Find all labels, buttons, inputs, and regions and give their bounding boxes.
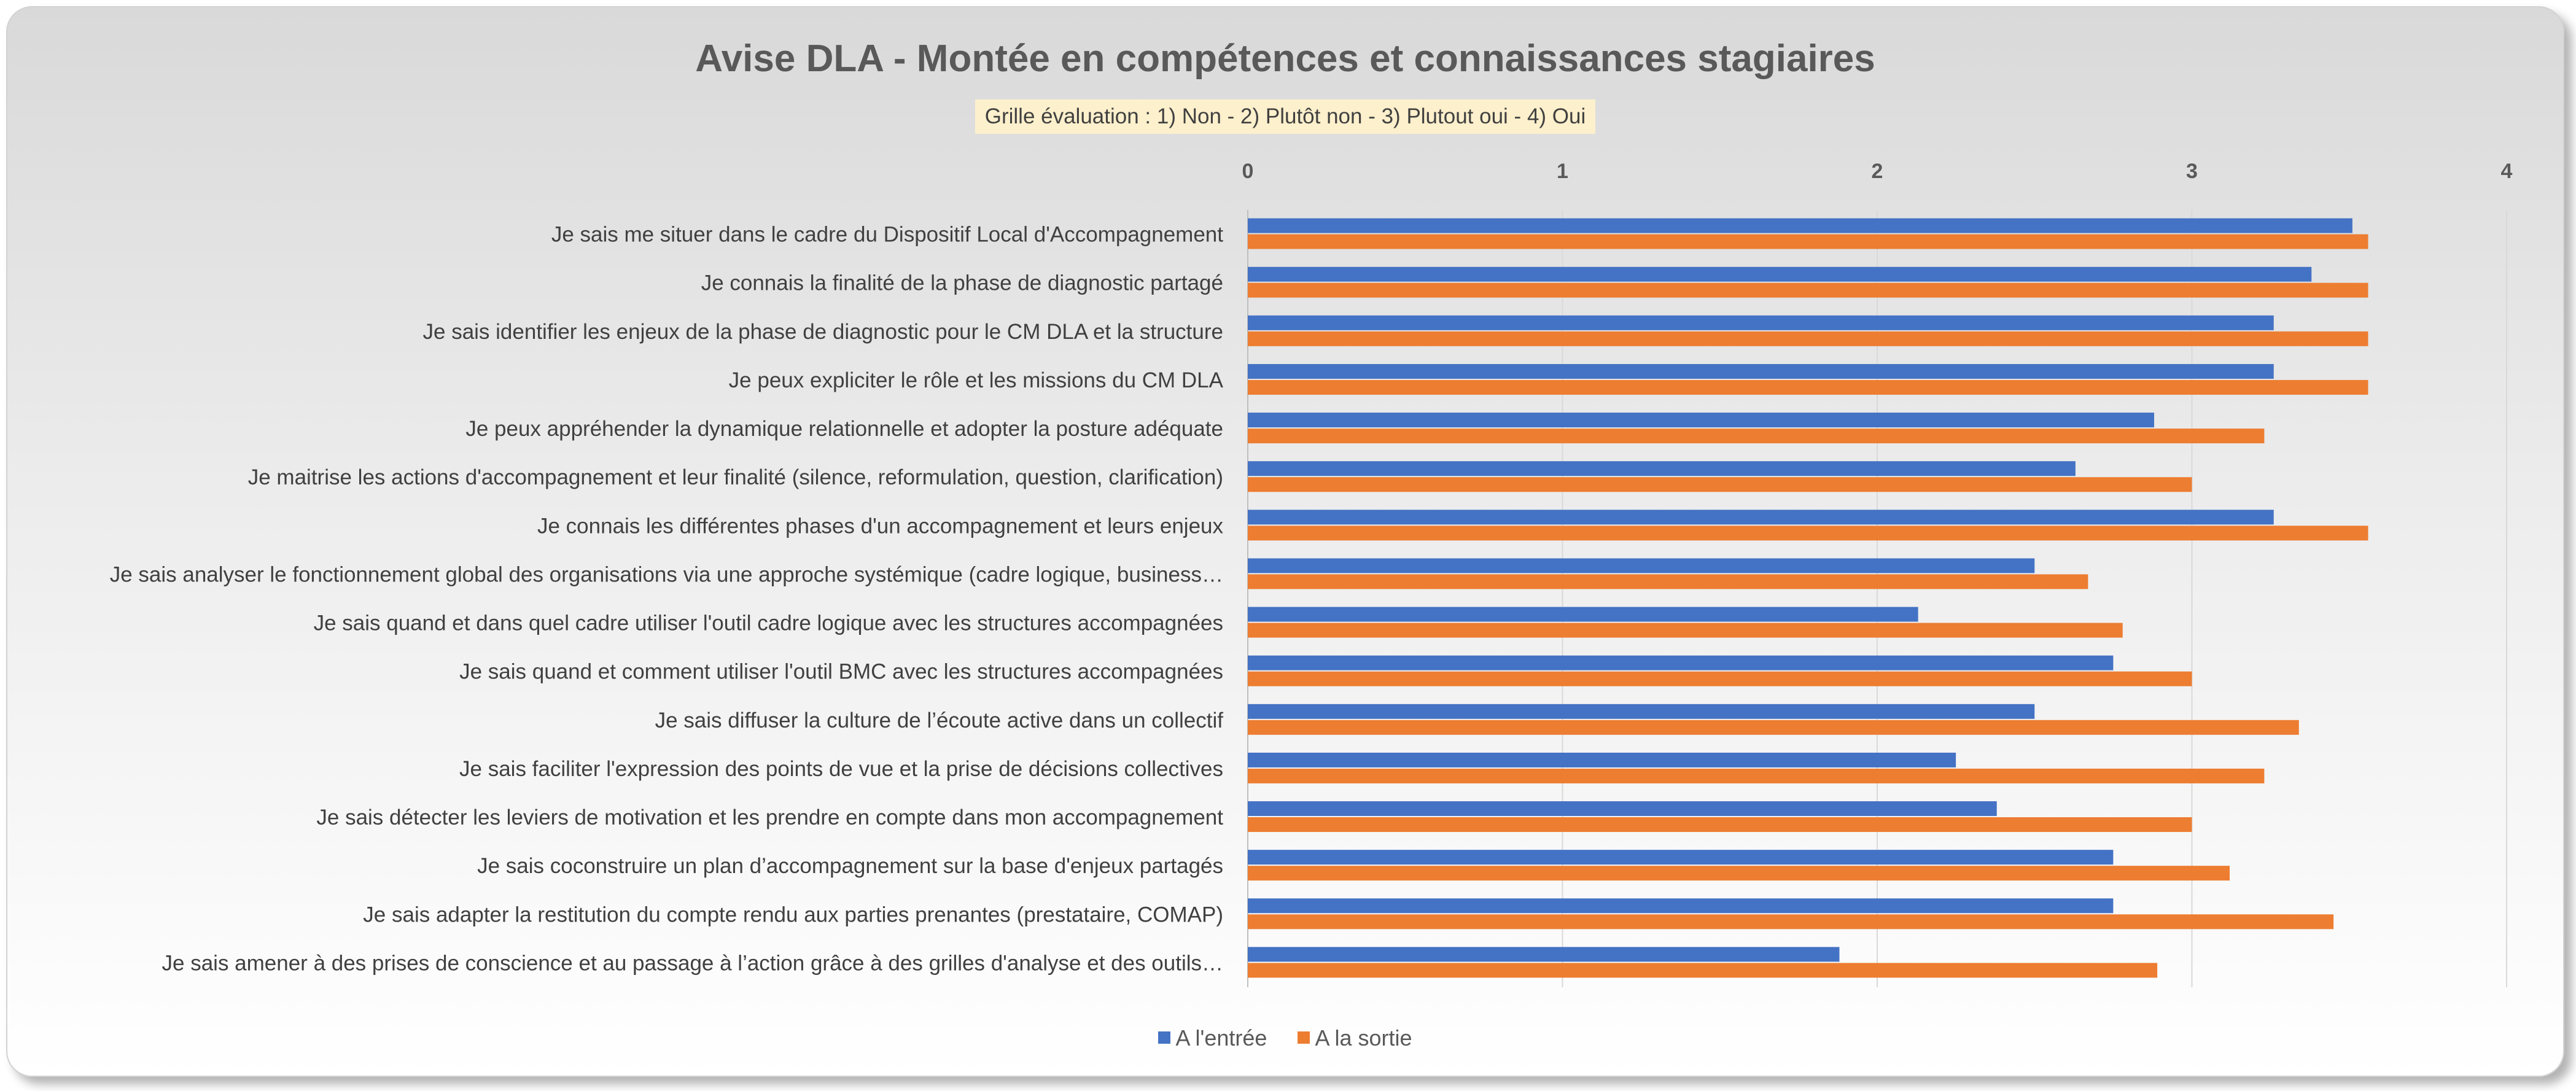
legend-label-sortie: A la sortie	[1315, 1025, 1412, 1050]
bar	[1248, 315, 2274, 330]
bar	[1248, 510, 2274, 525]
category-label: Je sais identifier les enjeux de la phas…	[423, 320, 1224, 344]
chart-title: Avise DLA - Montée en compétences et con…	[695, 37, 1875, 80]
bar	[1248, 429, 2265, 444]
legend-item-sortie: A la sortie	[1298, 1025, 1412, 1051]
bar	[1248, 817, 2192, 833]
bar	[1248, 379, 2368, 395]
x-tick-label: 3	[2186, 160, 2198, 183]
category-label: Je maitrise les actions d'accompagnement…	[248, 465, 1223, 489]
bar	[1248, 963, 2158, 978]
category-label: Je sais coconstruire un plan d’accompagn…	[477, 854, 1223, 878]
bar	[1248, 898, 2114, 914]
bar	[1248, 526, 2368, 541]
bar	[1248, 914, 2334, 930]
category-label: Je sais détecter les leviers de motivati…	[316, 806, 1223, 829]
bar	[1248, 282, 2368, 298]
bar	[1248, 752, 1956, 767]
legend-swatch-sortie	[1298, 1031, 1310, 1044]
legend-label-entree: A l'entrée	[1175, 1025, 1267, 1050]
category-label: Je sais quand et comment utiliser l'outi…	[459, 660, 1223, 684]
legend: A l'entrée A la sortie	[7, 1025, 2563, 1051]
bar	[1248, 720, 2299, 735]
category-label: Je sais me situer dans le cadre du Dispo…	[551, 223, 1223, 247]
chart-subtitle: Grille évaluation : 1) Non - 2) Plutôt n…	[975, 99, 1596, 134]
x-tick-label: 0	[1242, 160, 1254, 183]
legend-item-entree: A l'entrée	[1158, 1025, 1267, 1051]
bar	[1248, 477, 2192, 492]
bar	[1248, 947, 1840, 962]
category-label: Je peux appréhender la dynamique relatio…	[465, 417, 1223, 441]
bar	[1248, 461, 2076, 476]
bar-chart: 0 1 2 3 4 Je sais me situer dans le cadre du …	[110, 160, 2513, 987]
chart-card: Avise DLA - Montée en compétences et con…	[6, 6, 2564, 1077]
x-tick-label: 2	[1872, 160, 1883, 183]
chart-subtitle-wrapper: Grille évaluation : 1) Non - 2) Plutôt n…	[7, 99, 2563, 134]
bar	[1248, 768, 2265, 783]
category-label: Je connais les différentes phases d'un a…	[537, 514, 1224, 538]
bar	[1248, 850, 2114, 865]
bar	[1248, 574, 2088, 589]
bar	[1248, 704, 2035, 719]
bar	[1248, 234, 2368, 249]
category-label: Je peux expliciter le rôle et les missio…	[729, 368, 1224, 392]
bar	[1248, 363, 2274, 379]
x-tick-label: 4	[2501, 160, 2513, 183]
bar	[1248, 607, 1918, 622]
bar	[1248, 413, 2154, 428]
category-label: Je sais faciliter l'expression des point…	[459, 757, 1223, 781]
legend-swatch-entree	[1158, 1031, 1171, 1044]
bar	[1248, 671, 2192, 686]
x-tick-label: 1	[1557, 160, 1568, 183]
category-label: Je sais diffuser la culture de l’écoute …	[655, 709, 1224, 732]
bar	[1248, 218, 2352, 233]
category-label: Je sais amener à des prises de conscienc…	[162, 951, 1223, 975]
category-label: Je sais adapter la restitution du compte…	[363, 903, 1223, 926]
bar	[1248, 266, 2312, 282]
category-label: Je sais quand et dans quel cadre utilise…	[314, 612, 1223, 635]
bar	[1248, 558, 2035, 573]
bar	[1248, 623, 2123, 638]
category-label: Je sais analyser le fonctionnement globa…	[110, 562, 1223, 586]
category-label: Je connais la finalité de la phase de di…	[701, 271, 1223, 295]
bar	[1248, 655, 2114, 670]
bar	[1248, 866, 2230, 881]
bar	[1248, 331, 2368, 346]
bar	[1248, 801, 1997, 817]
